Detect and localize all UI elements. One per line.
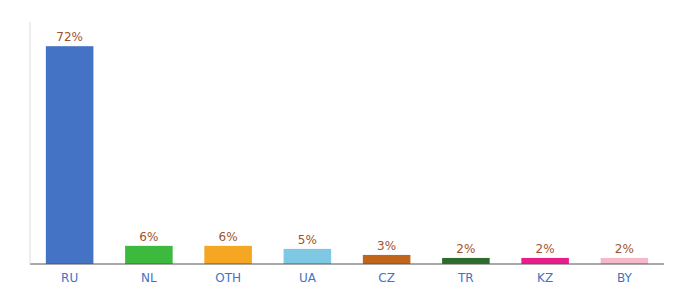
x-tick-label: RU (61, 271, 78, 285)
x-tick-label: BY (617, 271, 633, 285)
bar (363, 255, 411, 264)
x-tick-labels: RU NL OTH UA CZ TR KZ BY (61, 271, 632, 285)
bar (442, 258, 490, 264)
axes (30, 22, 664, 264)
bar (284, 249, 332, 264)
data-label: 6% (139, 230, 158, 244)
data-label: 3% (377, 239, 396, 253)
page-body: {"chart_data": {"type": "bar", "categori… (0, 0, 680, 300)
x-tick-label: NL (141, 271, 157, 285)
page: Bar chart html, body { margin: 0; paddin… (0, 0, 680, 300)
x-tick-label: CZ (378, 271, 395, 285)
bar (521, 258, 569, 264)
bars (46, 46, 648, 264)
data-label: 72% (56, 30, 83, 44)
x-tick-label: OTH (215, 271, 241, 285)
x-tick-label: KZ (537, 271, 553, 285)
data-labels: 72% 6% 6% 5% 3% 2% 2% 2% (56, 30, 634, 256)
x-tick-label: UA (299, 271, 317, 285)
data-label: 5% (298, 233, 317, 247)
data-label: 2% (615, 242, 634, 256)
bar (46, 46, 94, 264)
data-label: 2% (456, 242, 475, 256)
bar (125, 246, 173, 264)
data-label: 6% (219, 230, 238, 244)
chart-svg: RU NL OTH UA CZ TR KZ BY 72% 6% 6% 5% 3% 2% 2% 2% (0, 0, 680, 300)
chart-container: RU NL OTH UA CZ TR KZ BY 72% 6% 6% 5% 3% 2% 2% 2% (0, 0, 680, 300)
x-tick-label: TR (457, 271, 474, 285)
y-axis-line (30, 22, 31, 264)
data-label: 2% (536, 242, 555, 256)
bar (601, 258, 649, 264)
bar (204, 246, 252, 264)
x-axis-line (30, 264, 664, 265)
